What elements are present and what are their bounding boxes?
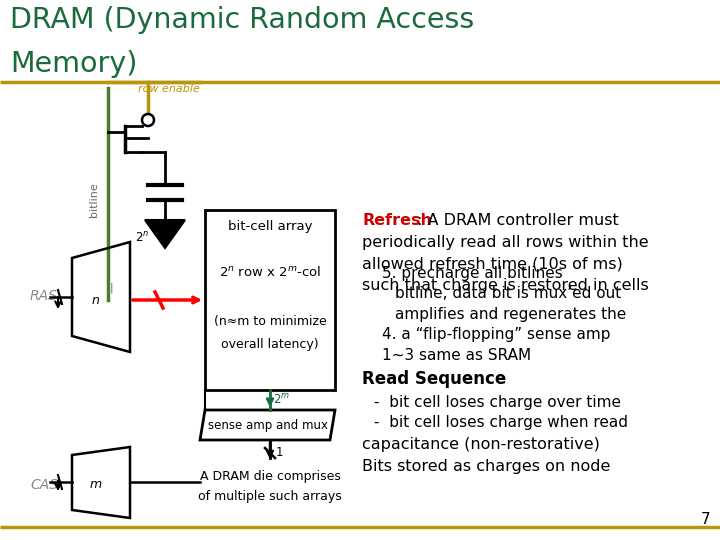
- Text: |: |: [110, 283, 114, 293]
- Text: $2^n$: $2^n$: [135, 231, 149, 245]
- Text: bit-cell array: bit-cell array: [228, 220, 312, 233]
- Text: A DRAM die comprises: A DRAM die comprises: [199, 470, 341, 483]
- Text: sense amp and mux: sense amp and mux: [207, 418, 328, 431]
- Text: $2^m$: $2^m$: [273, 393, 290, 407]
- Text: overall latency): overall latency): [221, 338, 319, 351]
- Text: -  bit cell loses charge when read: - bit cell loses charge when read: [374, 415, 629, 430]
- Text: m: m: [90, 478, 102, 491]
- Text: n: n: [92, 294, 100, 307]
- Text: 7: 7: [701, 512, 710, 527]
- Circle shape: [142, 114, 154, 126]
- Text: bitline: bitline: [89, 183, 99, 218]
- Text: $2^n$ row x $2^m$-col: $2^n$ row x $2^m$-col: [219, 265, 321, 279]
- Text: 4. a “flip-flopping” sense amp: 4. a “flip-flopping” sense amp: [382, 327, 610, 342]
- Text: : A DRAM controller must: : A DRAM controller must: [417, 213, 619, 228]
- Text: $1$: $1$: [275, 446, 284, 458]
- Text: 5. precharge all bitlines: 5. precharge all bitlines: [382, 266, 562, 281]
- Text: periodically read all rows within the: periodically read all rows within the: [362, 235, 649, 250]
- Polygon shape: [145, 220, 185, 248]
- Text: amplifies and regenerates the: amplifies and regenerates the: [395, 307, 626, 322]
- Text: bitline, data bit is mux’ed out: bitline, data bit is mux’ed out: [395, 286, 621, 301]
- Text: CAS: CAS: [30, 478, 58, 492]
- Text: capacitance (non-restorative): capacitance (non-restorative): [362, 437, 600, 453]
- Text: Read Sequence: Read Sequence: [362, 370, 506, 388]
- Text: of multiple such arrays: of multiple such arrays: [198, 490, 342, 503]
- Text: row enable: row enable: [138, 84, 200, 94]
- Text: (n≈m to minimize: (n≈m to minimize: [214, 315, 326, 328]
- Text: such that charge is restored in cells: such that charge is restored in cells: [362, 278, 649, 293]
- Text: allowed refresh time (10s of ms): allowed refresh time (10s of ms): [362, 256, 623, 272]
- Text: -  bit cell loses charge over time: - bit cell loses charge over time: [374, 395, 621, 410]
- Text: Bits stored as charges on node: Bits stored as charges on node: [362, 459, 611, 474]
- Bar: [205, 210, 335, 390]
- Text: Refresh: Refresh: [362, 213, 432, 228]
- Text: 1~3 same as SRAM: 1~3 same as SRAM: [382, 348, 531, 363]
- Text: RAS: RAS: [30, 289, 58, 303]
- Text: Memory): Memory): [10, 50, 138, 78]
- Text: DRAM (Dynamic Random Access: DRAM (Dynamic Random Access: [10, 6, 474, 34]
